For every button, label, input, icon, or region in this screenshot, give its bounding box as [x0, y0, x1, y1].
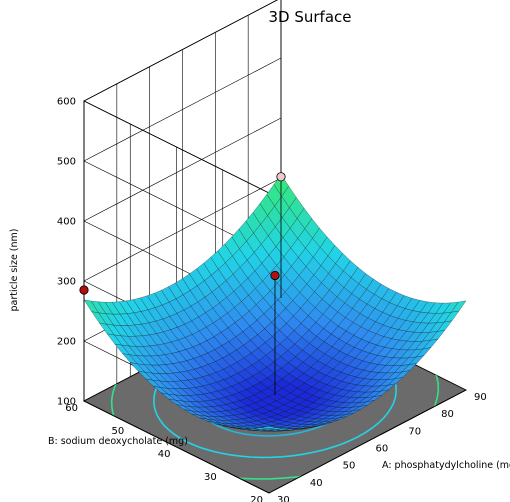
x-tick-label: 70: [408, 426, 421, 437]
z-tick-label: 200: [57, 337, 76, 348]
front-frame: [83, 389, 467, 494]
y-tick-label: 40: [158, 449, 171, 460]
z-tick-label: 500: [57, 157, 76, 168]
surface-cell: [261, 426, 277, 430]
x-tick-label: 90: [474, 392, 487, 403]
tick-labels: 100 200 300 400 500 600 30 40 50 60 70 80 90 20 30 40 50…: [57, 97, 487, 502]
z-tick-label: 300: [57, 277, 76, 288]
x-tick-label: 60: [376, 444, 389, 455]
x-axis-label: A: phosphatydylcholine (mg): [382, 460, 510, 471]
y-axis-line: [83, 400, 270, 494]
design-point: [79, 285, 89, 295]
x-axis-line: [268, 389, 467, 494]
y-tick-label: 50: [112, 426, 125, 437]
x-tick-label: 50: [343, 461, 356, 472]
y-tick-label: 20: [250, 495, 263, 502]
x-tick-label: 40: [310, 478, 323, 489]
z-tick-label: 100: [57, 397, 76, 408]
design-points: [79, 172, 286, 401]
y-tick-label: 30: [204, 472, 217, 483]
design-point: [276, 172, 286, 182]
response-surface: [83, 173, 467, 432]
y-tick-label: 60: [65, 403, 78, 414]
x-tick-label: 30: [277, 495, 290, 502]
chart-title: 3D Surface: [268, 8, 351, 26]
z-axis-label: particle size (nm): [9, 229, 20, 312]
z-tick-label: 400: [57, 217, 76, 228]
z-tick-label: 600: [57, 97, 76, 108]
design-point: [270, 270, 280, 281]
x-tick-label: 80: [441, 409, 454, 420]
y-axis-label: B: sodium deoxycholate (mg): [48, 436, 188, 447]
